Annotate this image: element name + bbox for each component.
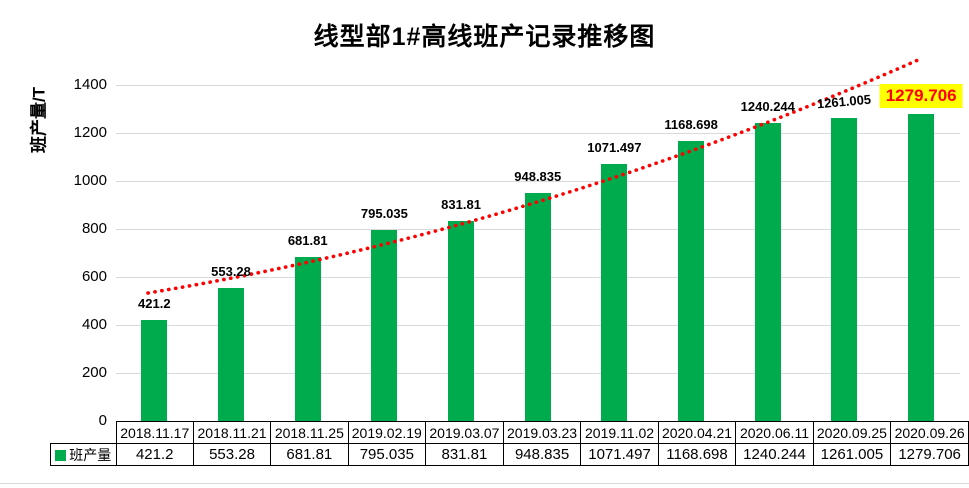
bar <box>141 319 168 421</box>
value-cell: 1071.497 <box>580 443 659 466</box>
chart-title: 线型部1#高线班产记录推移图 <box>313 23 656 51</box>
date-cell: 2018.11.17 <box>115 421 194 444</box>
value-cell: 553.28 <box>192 443 272 466</box>
y-tick-label: 1000 <box>73 172 107 189</box>
date-cell: 2020.09.25 <box>812 421 892 444</box>
date-cell: 2019.02.19 <box>347 421 427 444</box>
y-tick-label: 1200 <box>73 124 107 141</box>
date-cell: 2018.11.21 <box>192 421 272 444</box>
date-cell: 2019.03.07 <box>425 421 504 444</box>
date-cell: 2019.11.02 <box>580 421 659 444</box>
value-cell: 421.2 <box>115 443 194 466</box>
date-cell: 2020.06.11 <box>735 421 814 444</box>
value-cell: 681.81 <box>270 443 349 466</box>
bar-value-label: 1261.005 <box>816 92 873 112</box>
legend-label: 班产量 <box>69 446 112 463</box>
value-cell: 1168.698 <box>657 443 737 466</box>
value-cell: 1279.706 <box>890 443 969 466</box>
screen-bottom-edge <box>0 483 969 484</box>
date-cell: 2020.09.26 <box>890 421 969 444</box>
value-cell: 831.81 <box>425 443 504 466</box>
value-cell: 1240.244 <box>735 443 814 466</box>
bar-value-label: 681.81 <box>287 233 328 249</box>
bar-value-label: 1240.244 <box>740 99 795 115</box>
y-tick-label: 200 <box>81 364 107 381</box>
bar <box>218 288 245 421</box>
bar-value-label: 1071.497 <box>587 139 642 155</box>
table-corner-blank <box>51 422 117 444</box>
value-cell: 948.835 <box>502 443 582 466</box>
legend-marker-square <box>55 449 67 461</box>
date-cell: 2020.04.21 <box>657 421 737 444</box>
legend-cell: 班产量 <box>50 443 117 466</box>
bar-value-label: 421.2 <box>138 295 171 311</box>
bar-value-label-highlighted: 1279.706 <box>879 83 963 108</box>
bar-value-label: 831.81 <box>441 197 481 213</box>
value-cell: 1261.005 <box>812 443 892 466</box>
value-cell: 795.035 <box>347 443 427 466</box>
data-table: 2018.11.17 2018.11.21 2018.11.25 2019.02.19… <box>50 421 969 466</box>
bar-value-label: 795.035 <box>360 206 408 222</box>
bar-value-label: 948.835 <box>514 169 562 185</box>
date-cell: 2018.11.25 <box>270 421 349 444</box>
y-tick-label: 800 <box>81 220 107 237</box>
bar-value-label: 553.28 <box>211 264 251 280</box>
y-tick-label: 400 <box>81 316 107 333</box>
y-tick-label: 0 <box>98 412 107 429</box>
bar-value-label: 1168.698 <box>664 116 718 132</box>
y-tick-label: 600 <box>81 268 107 285</box>
y-tick-label: 1400 <box>73 76 107 93</box>
date-cell: 2019.03.23 <box>502 421 582 444</box>
